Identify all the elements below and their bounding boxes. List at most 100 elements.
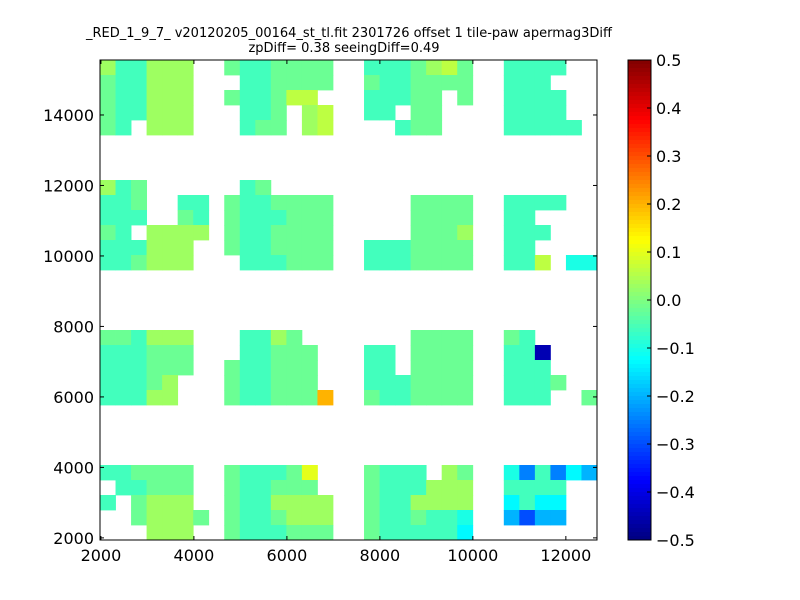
heatmap-cell bbox=[115, 60, 132, 76]
colorbar-tick-label: 0.2 bbox=[656, 195, 681, 214]
heatmap-cell bbox=[457, 360, 474, 376]
heatmap-cell bbox=[146, 525, 163, 541]
colorbar-tick-label: 0.3 bbox=[656, 147, 681, 166]
heatmap-cell bbox=[379, 240, 396, 256]
heatmap-cell bbox=[410, 375, 427, 391]
heatmap-cell bbox=[426, 90, 443, 106]
colorbar-segment bbox=[628, 272, 651, 277]
heatmap-cell bbox=[519, 75, 536, 91]
heatmap-cell bbox=[441, 390, 458, 406]
heatmap-cell bbox=[255, 390, 272, 406]
heatmap-cell bbox=[395, 390, 412, 406]
heatmap-cell bbox=[100, 360, 116, 376]
heatmap-cell bbox=[239, 240, 256, 256]
heatmap-cell bbox=[426, 360, 443, 376]
heatmap-cell bbox=[255, 345, 272, 361]
heatmap-cell bbox=[581, 255, 598, 271]
heatmap-cell bbox=[301, 375, 318, 391]
heatmap-cell bbox=[379, 360, 396, 376]
heatmap-cell bbox=[581, 465, 598, 481]
heatmap-cell bbox=[426, 195, 443, 211]
heatmap-cell bbox=[379, 525, 396, 541]
y-tick-label: 12000 bbox=[43, 176, 94, 195]
heatmap-cell bbox=[317, 525, 334, 541]
colorbar-tick-label: −0.5 bbox=[656, 531, 695, 550]
colorbar-segment bbox=[628, 168, 651, 173]
colorbar-segment bbox=[628, 232, 651, 237]
heatmap-cell bbox=[581, 390, 598, 406]
colorbar-segment bbox=[628, 372, 651, 377]
heatmap-cell bbox=[270, 510, 287, 526]
colorbar-segment bbox=[628, 480, 651, 485]
colorbar-segment bbox=[628, 388, 651, 393]
heatmap-cell bbox=[317, 120, 334, 136]
colorbar-tick-label: −0.2 bbox=[656, 387, 695, 406]
colorbar-segment bbox=[628, 212, 651, 217]
heatmap-cell bbox=[426, 75, 443, 91]
colorbar-segment bbox=[628, 264, 651, 269]
heatmap-cell bbox=[115, 375, 132, 391]
heatmap-cell bbox=[410, 195, 427, 211]
colorbar-segment bbox=[628, 88, 651, 93]
heatmap-cell bbox=[364, 390, 380, 406]
heatmap-cell bbox=[131, 240, 147, 256]
heatmap-cell bbox=[441, 465, 458, 481]
heatmap-cell bbox=[224, 375, 241, 391]
heatmap-cell bbox=[426, 390, 443, 406]
colorbar-tick-label: 0.5 bbox=[656, 51, 681, 70]
plot-frame bbox=[99, 59, 598, 541]
heatmap-cell bbox=[131, 105, 147, 121]
colorbar-segment bbox=[628, 444, 651, 449]
heatmap-cell bbox=[286, 75, 303, 91]
heatmap-cell bbox=[286, 225, 303, 241]
colorbar-segment bbox=[628, 520, 651, 525]
colorbar-segment bbox=[628, 308, 651, 313]
heatmap-cell bbox=[534, 225, 551, 241]
heatmap-cell bbox=[301, 525, 318, 541]
heatmap-cell bbox=[301, 240, 318, 256]
heatmap-cell bbox=[301, 390, 318, 406]
heatmap-cell bbox=[410, 90, 427, 106]
heatmap-cell bbox=[193, 195, 210, 211]
colorbar-segment bbox=[628, 488, 651, 493]
heatmap-cell bbox=[286, 240, 303, 256]
heatmap-cell bbox=[301, 120, 318, 136]
heatmap-cell bbox=[255, 75, 272, 91]
colorbar-segment bbox=[628, 136, 651, 141]
heatmap-cell bbox=[503, 390, 520, 406]
heatmap-cell bbox=[100, 210, 116, 226]
heatmap-cell bbox=[317, 105, 334, 121]
colorbar-segment bbox=[628, 204, 651, 209]
heatmap-cell bbox=[270, 90, 287, 106]
heatmap-cell bbox=[224, 525, 241, 541]
colorbar-segment bbox=[628, 416, 651, 421]
colorbar-segment bbox=[628, 244, 651, 249]
heatmap-cell bbox=[131, 210, 147, 226]
heatmap-cell bbox=[162, 225, 179, 241]
x-tick-label: 2000 bbox=[81, 546, 122, 565]
heatmap-cell bbox=[115, 105, 132, 121]
heatmap-cell bbox=[441, 60, 458, 76]
heatmap-cell bbox=[519, 90, 536, 106]
heatmap-cell bbox=[162, 525, 179, 541]
heatmap-cell bbox=[115, 90, 132, 106]
colorbar-segment bbox=[628, 344, 651, 349]
heatmap-cell bbox=[441, 345, 458, 361]
y-tick-label: 4000 bbox=[53, 458, 94, 477]
heatmap-cell bbox=[426, 225, 443, 241]
heatmap-cell bbox=[100, 330, 116, 346]
heatmap-cell bbox=[115, 75, 132, 91]
heatmap-cell bbox=[100, 105, 116, 121]
heatmap-cell bbox=[534, 510, 551, 526]
heatmap-cell bbox=[519, 465, 536, 481]
heatmap-cell bbox=[503, 255, 520, 271]
heatmap-cell bbox=[255, 375, 272, 391]
heatmap-cell bbox=[177, 480, 194, 496]
colorbar-segment bbox=[628, 420, 651, 425]
colorbar-segment bbox=[628, 256, 651, 261]
heatmap-cell bbox=[286, 480, 303, 496]
heatmap-cell bbox=[177, 330, 194, 346]
heatmap-cell bbox=[565, 120, 582, 136]
heatmap-cell bbox=[270, 75, 287, 91]
heatmap-cell bbox=[426, 510, 443, 526]
